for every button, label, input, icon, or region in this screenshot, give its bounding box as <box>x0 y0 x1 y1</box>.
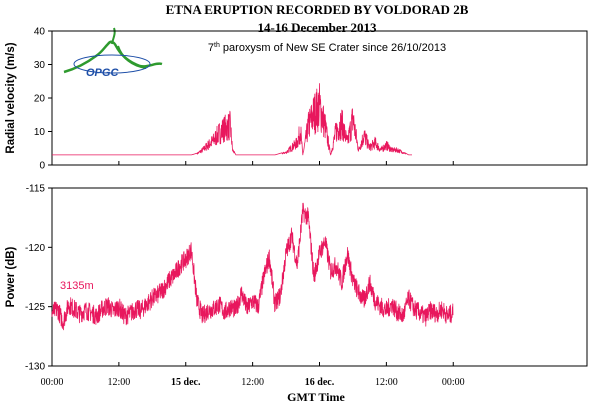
xtick-label: 12:00 <box>375 377 398 388</box>
xtick-label: 00:00 <box>41 377 64 388</box>
subtitle-number: 7 <box>208 42 214 54</box>
power-altitude-annotation: 3135m <box>60 280 94 292</box>
logo-text: OPGC <box>86 67 119 79</box>
xtick-label: 16 dec. <box>305 377 335 388</box>
x-axis-label: GMT Time <box>287 390 345 404</box>
logo-orbit <box>73 54 151 74</box>
power-ytick-label: -125 <box>25 302 45 313</box>
velocity-ytick-label: 20 <box>34 94 46 105</box>
xtick-label: 15 dec. <box>171 377 201 388</box>
xtick-label: 12:00 <box>241 377 264 388</box>
chart-dates: 14-16 December 2013 <box>258 20 377 35</box>
velocity-ytick-label: 40 <box>34 27 46 38</box>
power-panel: -130 -125 -120 -115 Power (dB) 3135m <box>5 184 588 373</box>
power-frame <box>51 187 588 367</box>
velocity-ytick-label: 10 <box>34 127 46 138</box>
xtick-label: 00:00 <box>442 377 465 388</box>
power-ytick-label: -130 <box>25 362 45 373</box>
subtitle-superscript: th <box>214 42 220 49</box>
subtitle-text: paroxysm of New SE Crater since 26/10/20… <box>220 42 446 54</box>
time-axis: 00:00 12:00 15 dec. 12:00 16 dec. 12:00 00:00 <box>41 161 465 388</box>
velocity-ylabel: Radial velocity (m/s) <box>5 42 17 153</box>
velocity-ytick-label: 30 <box>34 60 46 71</box>
velocity-ytick-label: 0 <box>39 161 45 172</box>
chart-subtitle: 7th paroxysm of New SE Crater since 26/1… <box>208 42 446 54</box>
power-series-line <box>51 202 454 331</box>
power-ylabel: Power (dB) <box>5 246 17 307</box>
velocity-series-line <box>51 83 413 156</box>
logo-plume-shape <box>111 27 147 69</box>
power-ytick-label: -120 <box>25 243 45 254</box>
chart-title: ETNA ERUPTION RECORDED BY VOLDORAD 2B <box>166 2 469 17</box>
power-ytick-label: -115 <box>26 184 46 195</box>
opgc-logo: OPGC <box>63 27 163 79</box>
xtick-label: 12:00 <box>107 377 130 388</box>
